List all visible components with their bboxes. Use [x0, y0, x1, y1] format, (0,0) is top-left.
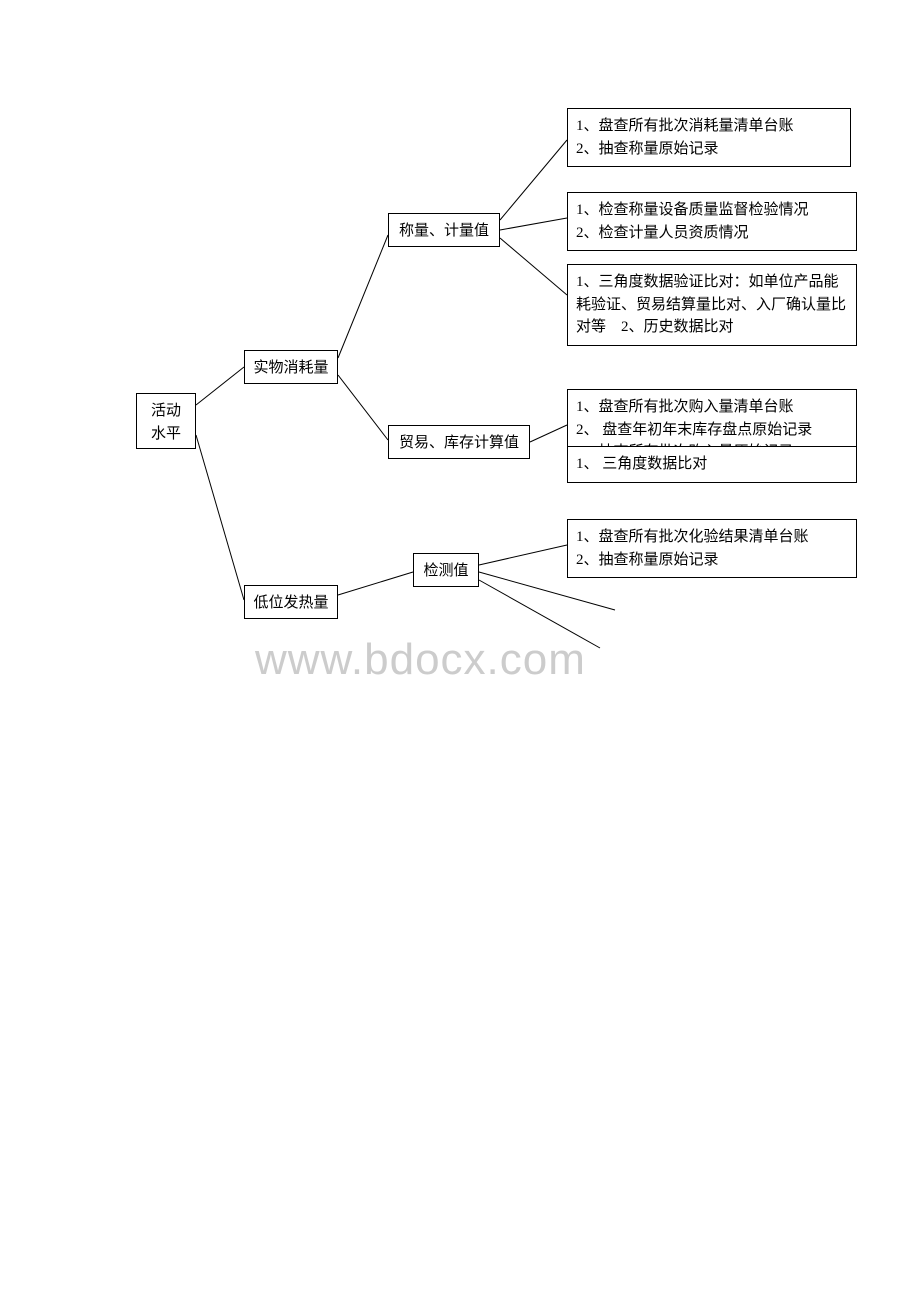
node-label: 检测值 — [423, 563, 468, 579]
node-label: 1、三角度数据验证比对：如单位产品能耗验证、贸易结算量比对、入厂确认量比对等 2… — [576, 274, 846, 335]
node-label: 1、 三角度数据比对 — [576, 456, 707, 472]
node-label: 1、盘查所有批次化验结果清单台账2、抽查称量原始记录 — [576, 529, 809, 568]
node-label: 1、检查称量设备质量监督检验情况2、检查计量人员资质情况 — [576, 202, 809, 241]
node-leaf-2: 1、检查称量设备质量监督检验情况2、检查计量人员资质情况 — [567, 192, 857, 251]
node-root: 活动水平 — [136, 393, 196, 449]
node-leaf-1: 1、盘查所有批次消耗量清单台账2、抽查称量原始记录 — [567, 108, 851, 167]
node-label: 贸易、库存计算值 — [399, 435, 519, 451]
watermark-text: www.bdocx.com — [255, 635, 586, 685]
node-leaf-3: 1、三角度数据验证比对：如单位产品能耗验证、贸易结算量比对、入厂确认量比对等 2… — [567, 264, 857, 346]
node-level1-b: 低位发热量 — [244, 585, 338, 619]
node-label: 低位发热量 — [253, 595, 328, 611]
node-leaf-4b-overlap: 1、 三角度数据比对 — [567, 446, 857, 483]
node-level1-a: 实物消耗量 — [244, 350, 338, 384]
node-level2-a2: 贸易、库存计算值 — [388, 425, 530, 459]
node-label: 1、盘查所有批次消耗量清单台账2、抽查称量原始记录 — [576, 118, 794, 157]
node-label: 活动水平 — [151, 403, 181, 442]
node-level2-b1: 检测值 — [413, 553, 479, 587]
node-leaf-5: 1、盘查所有批次化验结果清单台账2、抽查称量原始记录 — [567, 519, 857, 578]
node-label: 实物消耗量 — [253, 360, 328, 376]
node-label: 称量、计量值 — [399, 223, 489, 239]
node-level2-a1: 称量、计量值 — [388, 213, 500, 247]
